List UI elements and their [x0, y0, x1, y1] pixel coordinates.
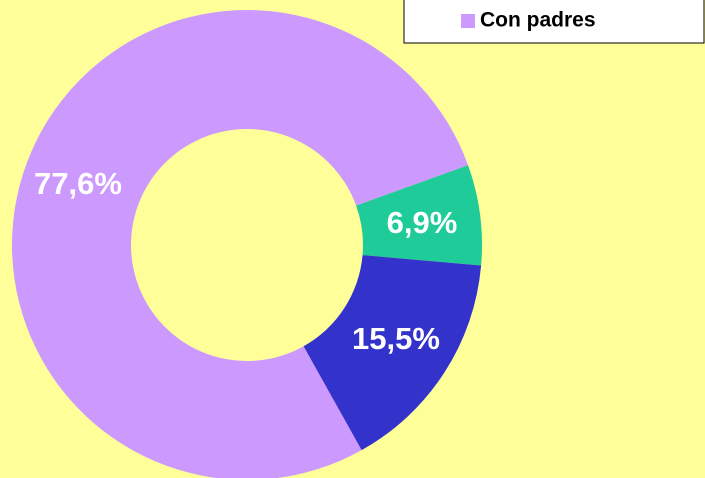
legend: Con padres: [461, 9, 596, 32]
legend-box: [403, 0, 705, 44]
labels: 77,6% 6,9% 15,5%: [34, 166, 457, 356]
legend-label: Con padres: [480, 9, 596, 32]
slice: [12, 10, 469, 478]
slices: [12, 10, 482, 478]
value-label: 15,5%: [352, 321, 440, 356]
slice: [356, 165, 482, 266]
value-label: 6,9%: [387, 205, 458, 240]
legend-swatch: [461, 14, 475, 28]
slice: [303, 255, 482, 451]
value-label: 77,6%: [34, 166, 122, 201]
